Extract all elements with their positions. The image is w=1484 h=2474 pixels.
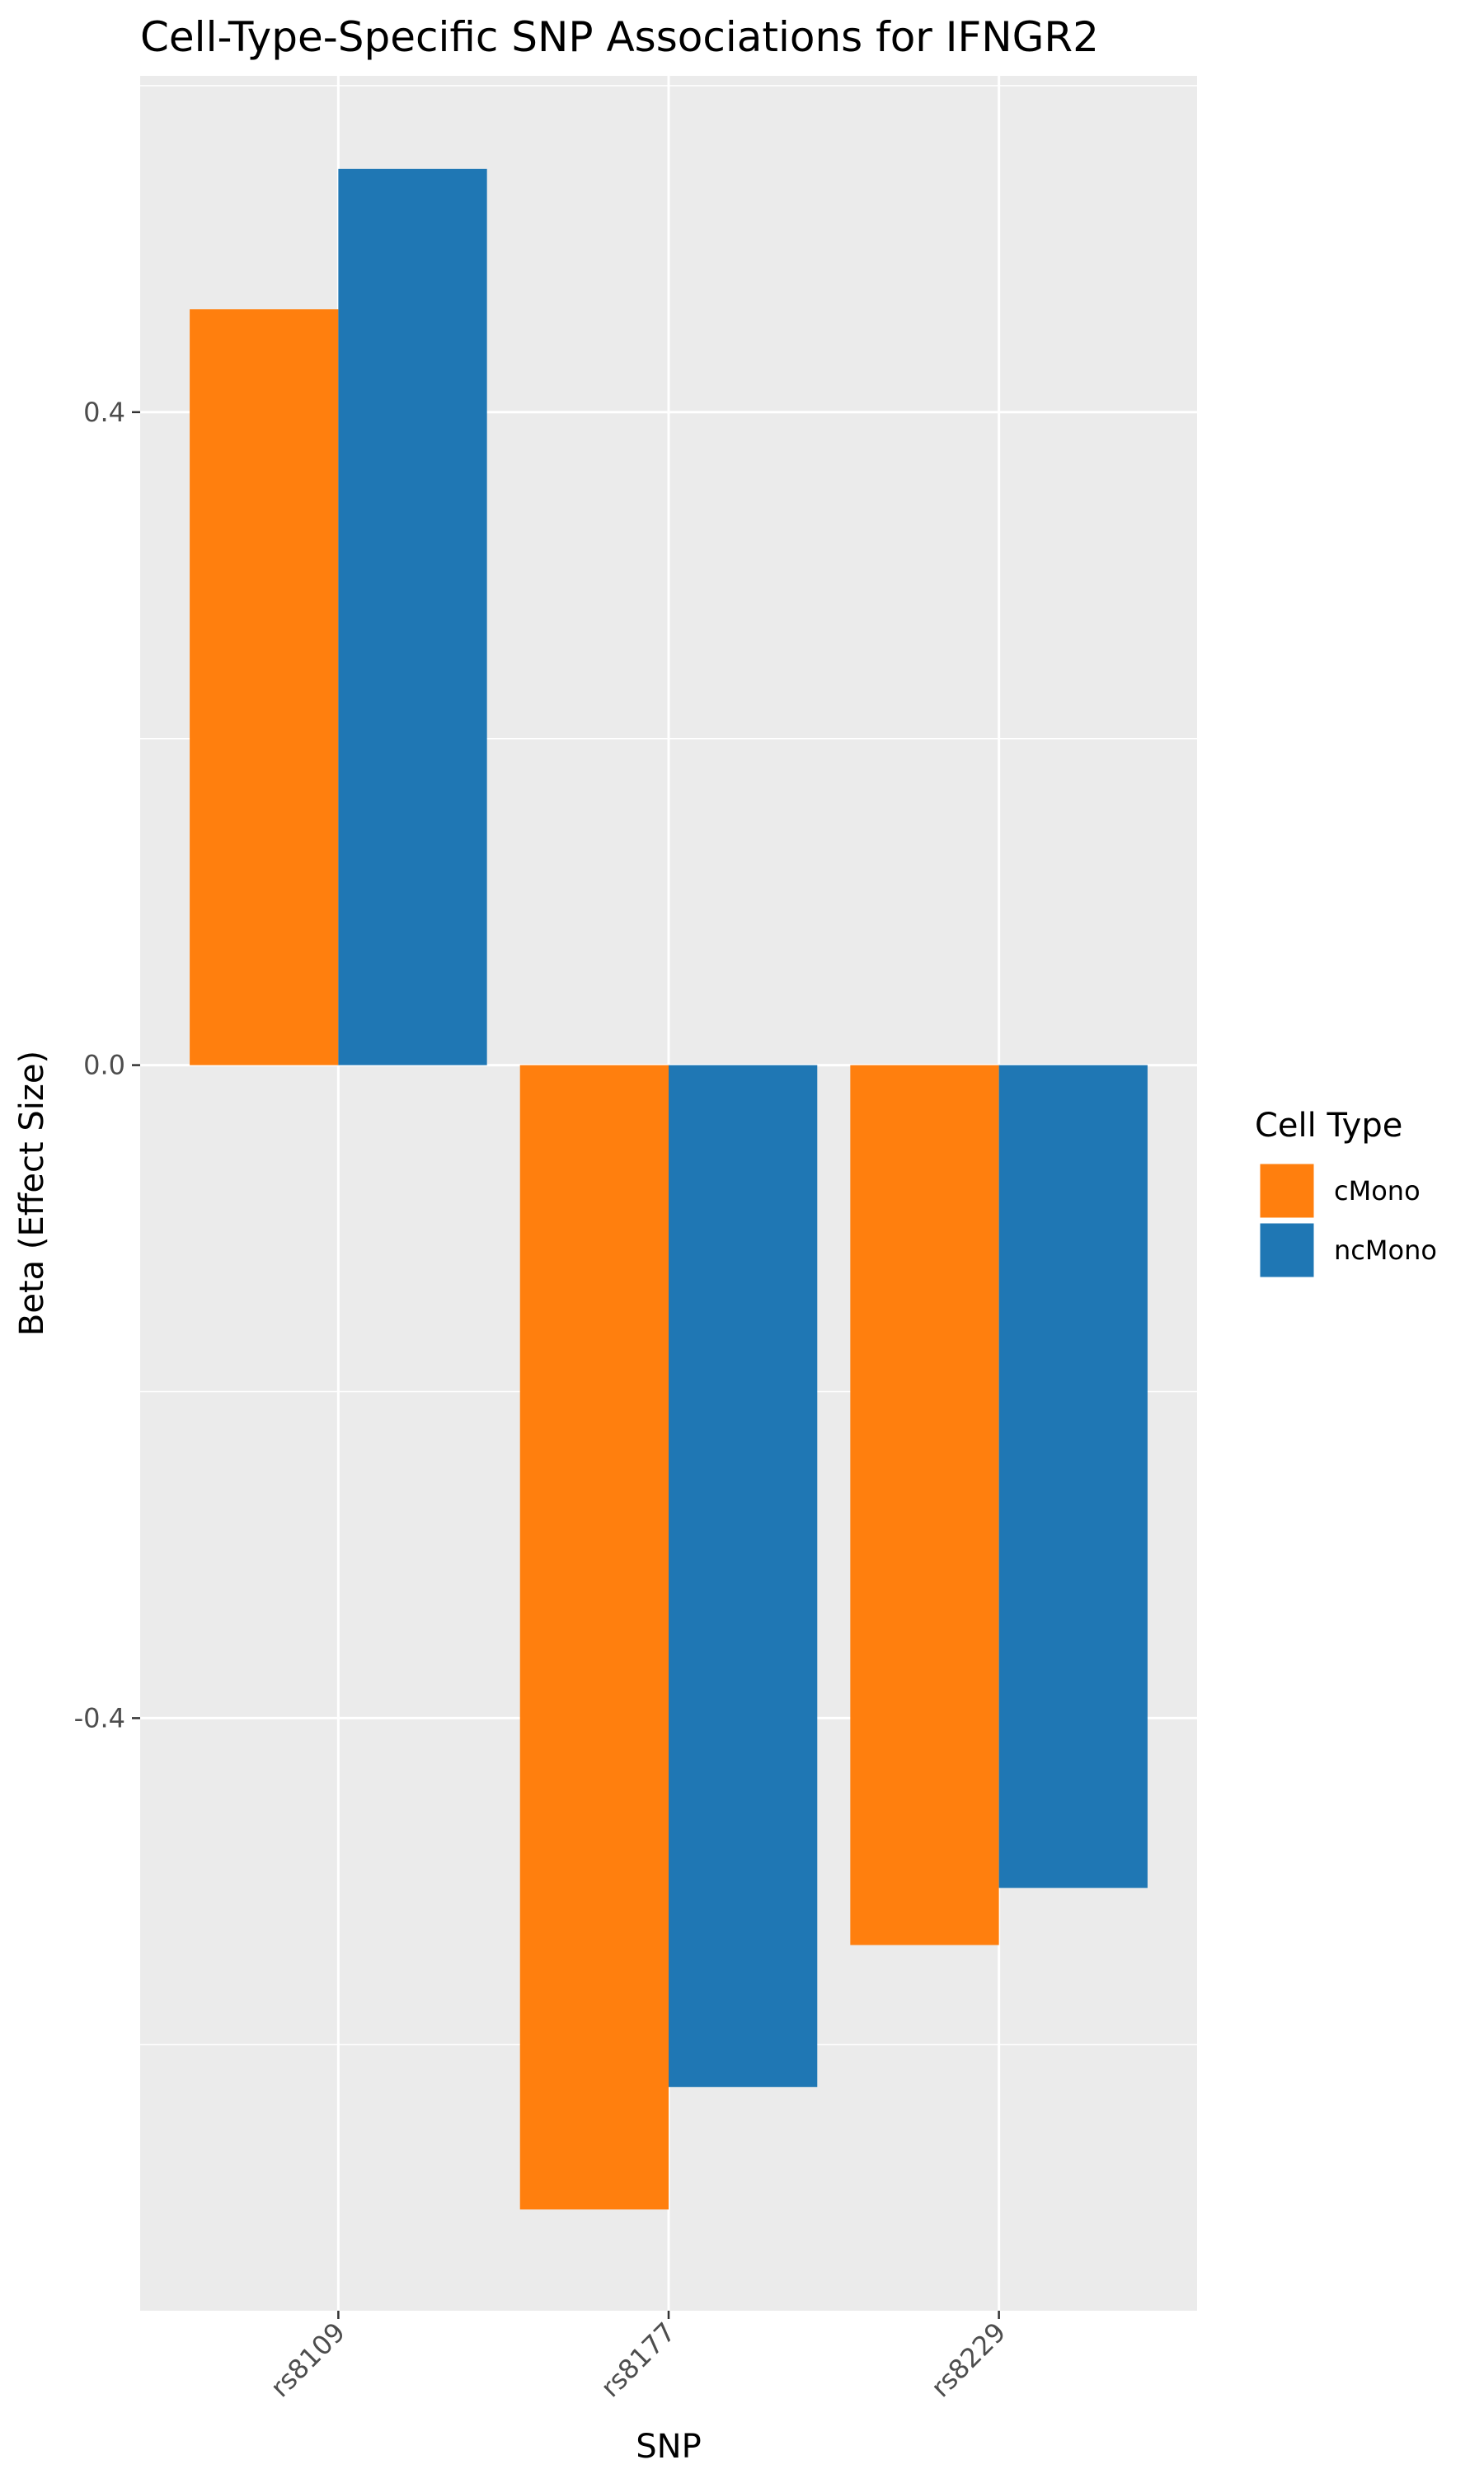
bar-cMono-rs8109 [190,309,339,1065]
y-axis-title: Beta (Effect Size) [13,1051,51,1336]
legend-label-ncMono: ncMono [1334,1235,1437,1266]
bar-cMono-rs8229 [850,1065,999,1945]
legend-label-cMono: cMono [1334,1175,1421,1206]
x-tick-label: rs8109 [264,2316,351,2404]
legend-title: Cell Type [1255,1107,1402,1145]
bars [190,168,1148,2210]
x-tick-label: rs8229 [925,2316,1012,2404]
y-tick-label: 0.0 [83,1050,125,1081]
chart-title: Cell-Type-Specific SNP Associations for … [140,13,1099,61]
legend-key-ncMono [1257,1221,1317,1280]
bar-ncMono-rs8177 [669,1065,818,2087]
legend: Cell Type cMono ncMono [1255,1107,1437,1280]
y-axis: 0.4 0.0 -0.4 [74,397,140,1733]
bar-ncMono-rs8109 [338,168,487,1065]
legend-key-cMono [1257,1161,1317,1221]
y-tick-label: 0.4 [83,397,125,428]
x-tick-label: rs8177 [594,2316,682,2404]
x-axis: rs8109 rs8177 rs8229 [264,2311,1012,2403]
bar-ncMono-rs8229 [998,1065,1148,1888]
bar-cMono-rs8177 [519,1065,669,2210]
x-axis-title: SNP [636,2428,701,2466]
y-tick-label: -0.4 [74,1702,125,1733]
